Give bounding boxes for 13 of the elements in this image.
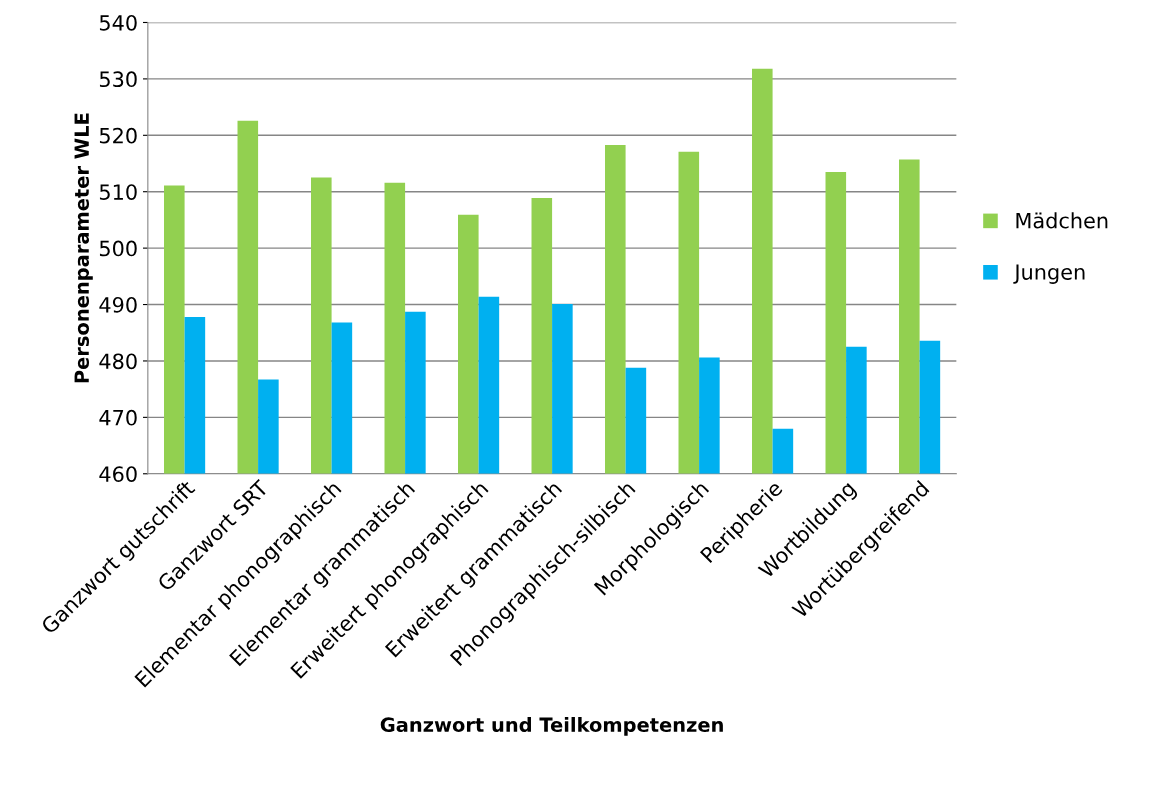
y-tick-label: 480 <box>99 353 137 370</box>
y-tick-label: 510 <box>99 184 137 200</box>
x-axis-title: Ganzwort und Teilkompetenzen <box>380 717 723 736</box>
y-tick-label: 530 <box>99 71 137 88</box>
y-tick-label: 460 <box>99 466 137 482</box>
y-tick-label: 490 <box>99 296 137 313</box>
y-tick-label: 500 <box>99 240 137 257</box>
y-tick-label: 540 <box>99 14 137 31</box>
y-tick-label: 520 <box>99 127 137 144</box>
legend-label: Jungen <box>1013 264 1085 284</box>
legend-label: Mädchen <box>1016 212 1108 229</box>
y-axis-title: Personenparameter WLE <box>74 113 93 383</box>
y-tick-label: 470 <box>99 409 137 426</box>
